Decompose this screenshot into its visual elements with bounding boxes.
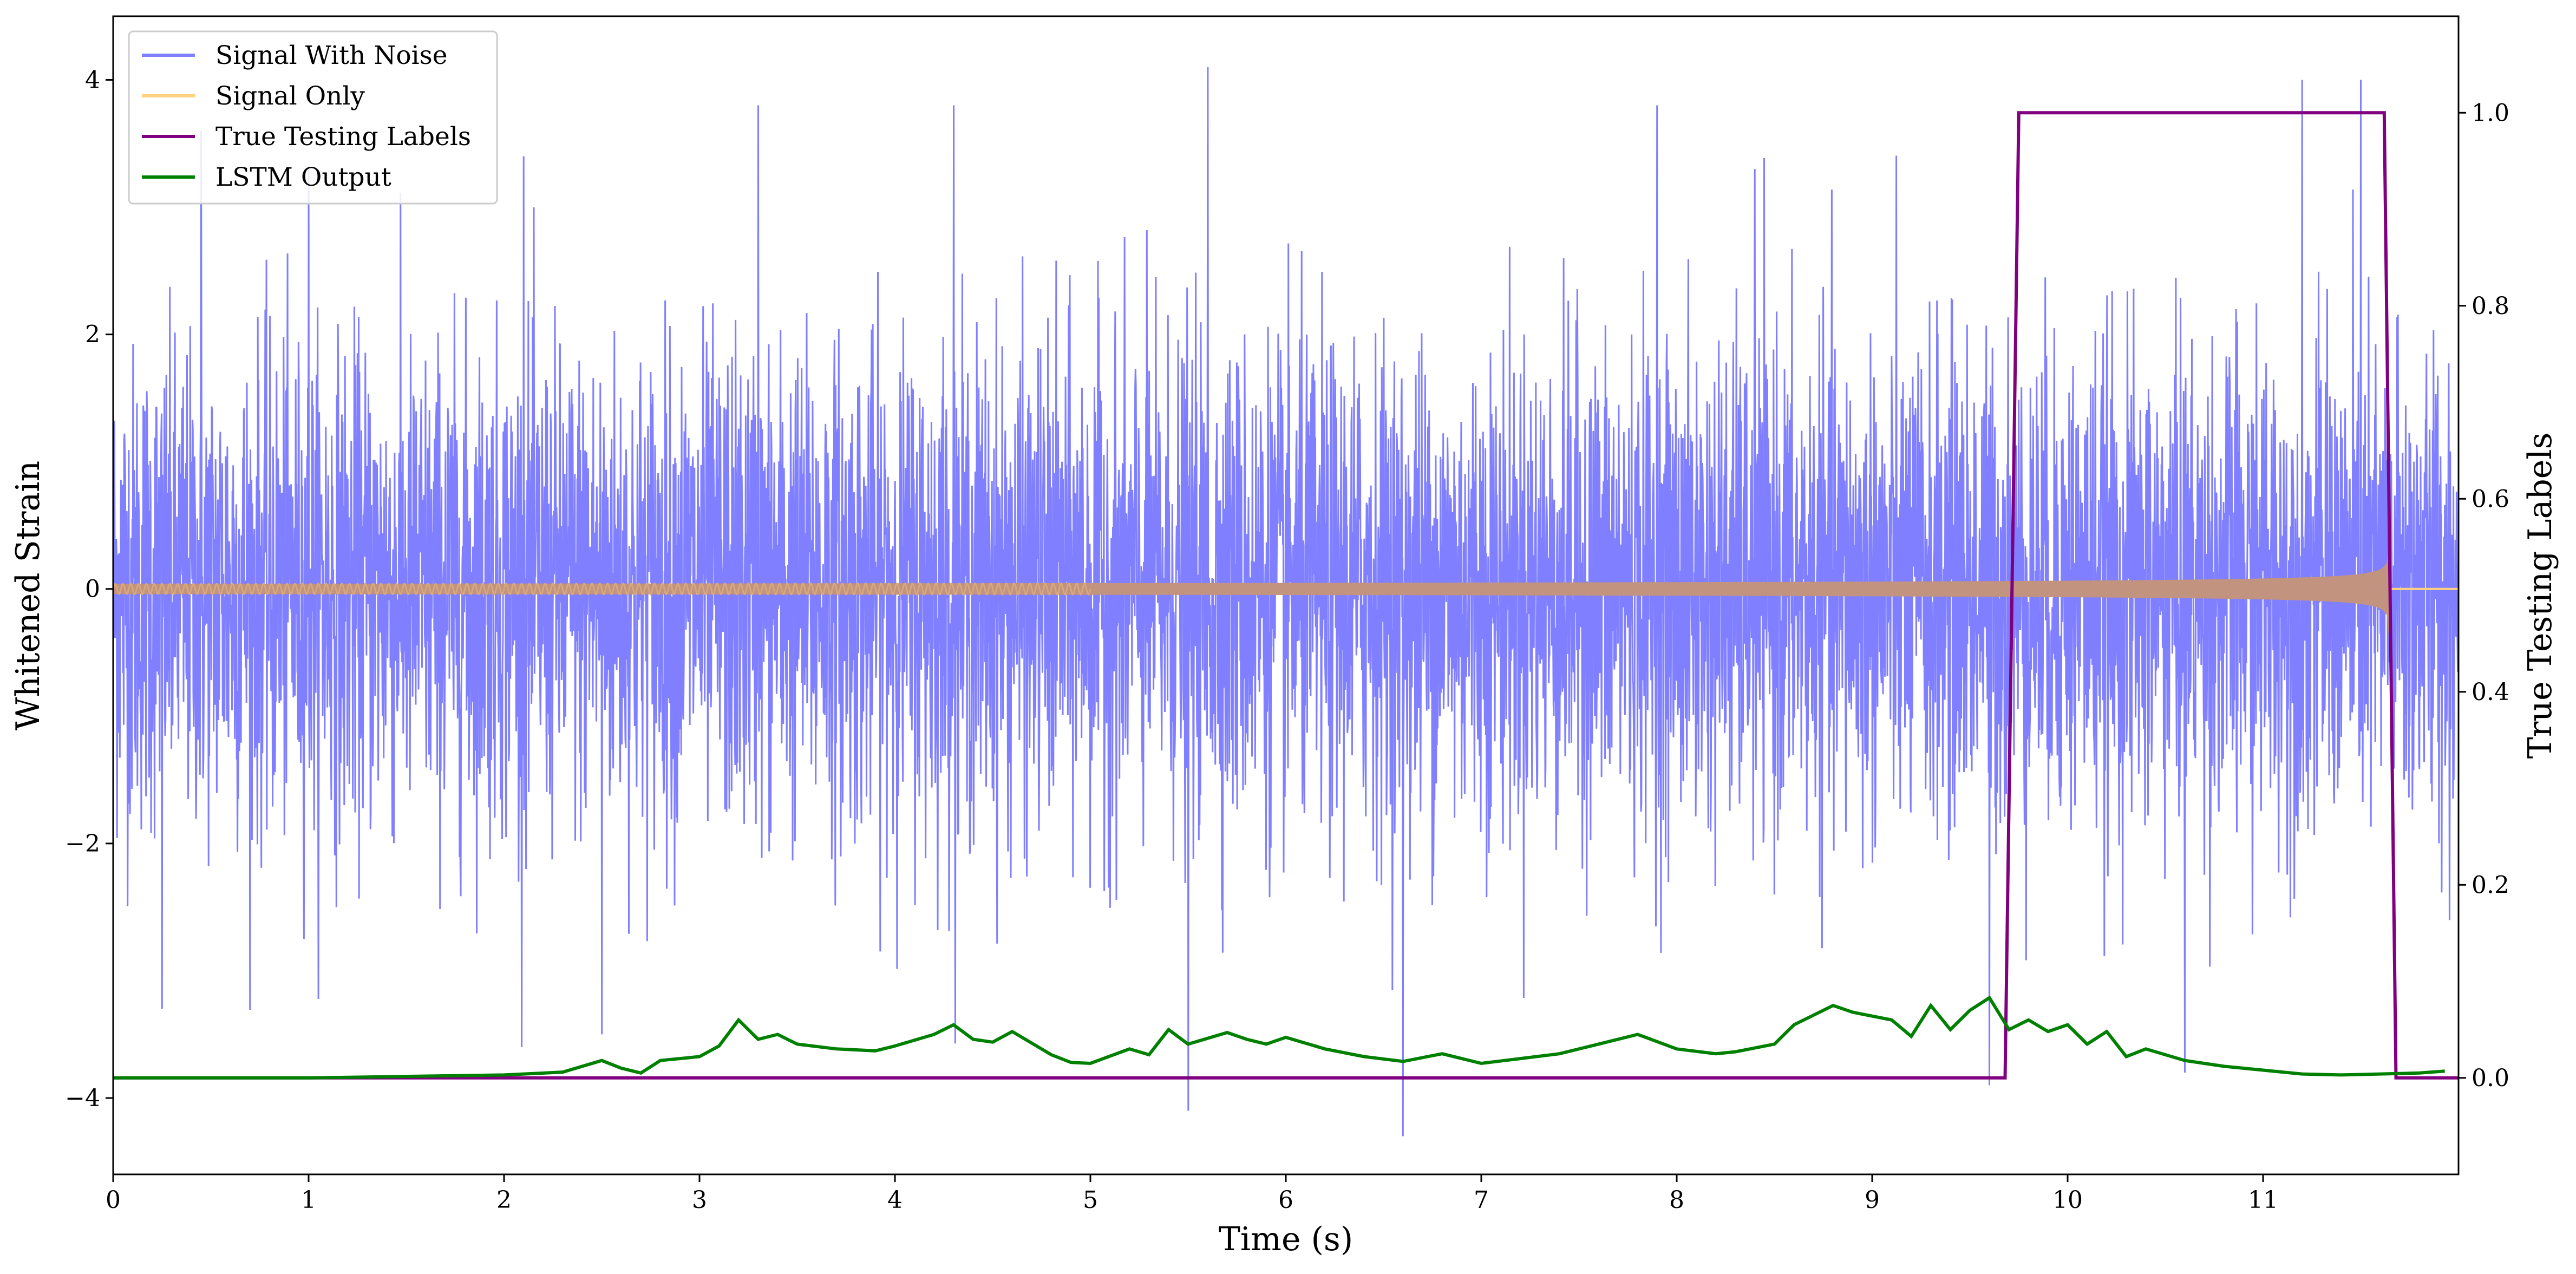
signal-only-envelope: [113, 528, 2390, 649]
x-tick-label: 3: [692, 1186, 707, 1214]
x-tick-label: 8: [1669, 1186, 1684, 1214]
y-tick-label: 2: [85, 321, 100, 349]
true-testing-labels-series: [113, 111, 2459, 1080]
y2-tick-label: 0.8: [2472, 292, 2509, 320]
true-testing-labels-line: [113, 111, 2459, 1080]
x-tick-label: 10: [2052, 1186, 2083, 1214]
y2-tick-label: 0.2: [2472, 871, 2509, 899]
y-tick-label: −4: [65, 1084, 100, 1112]
y-axis-title: Whitened Strain: [9, 461, 47, 730]
x-tick-label: 9: [1865, 1186, 1880, 1214]
x-tick-label: 11: [2248, 1186, 2278, 1214]
axes: 0 1 2 3 4 5 6 7 8 9 10 11 4 2 0 −2 −4 1.0 0.8 0.6 0.4 0.2 0.0: [65, 15, 2509, 1214]
x-axis-title: Time (s): [1219, 1220, 1353, 1258]
plot-area: [112, 16, 2460, 1174]
y2-axis-title: True Testing Labels: [2521, 433, 2559, 759]
legend-frame: [128, 30, 498, 205]
x-tick-label: 7: [1474, 1186, 1489, 1214]
legend-label: LSTM Output: [215, 162, 391, 192]
x-tick-label: 1: [301, 1186, 316, 1214]
x-tick-label: 6: [1278, 1186, 1293, 1214]
y2-tick-label: 0.6: [2472, 485, 2509, 513]
y-tick-label: −2: [65, 830, 100, 858]
y2-tick-label: 0.4: [2472, 678, 2509, 706]
y-tick-label: 0: [85, 576, 100, 603]
y2-tick-label: 1.0: [2472, 99, 2509, 127]
legend-label: True Testing Labels: [215, 122, 471, 152]
x-tick-label: 4: [887, 1186, 903, 1214]
lstm-output-series: [113, 995, 2445, 1080]
legend-label: Signal Only: [215, 81, 365, 111]
legend: Signal With Noise Signal Only True Testing…: [128, 30, 498, 205]
x-tick-label: 2: [496, 1186, 512, 1214]
x-tick-label: 0: [106, 1186, 121, 1214]
signal-only-series: [112, 528, 2459, 649]
x-tick-label: 5: [1083, 1186, 1098, 1214]
y-tick-label: 4: [85, 67, 100, 94]
lstm-output-line: [113, 995, 2445, 1080]
legend-label: Signal With Noise: [215, 41, 448, 70]
signal-only-line: [112, 582, 1091, 596]
y2-tick-label: 0.0: [2472, 1064, 2509, 1092]
